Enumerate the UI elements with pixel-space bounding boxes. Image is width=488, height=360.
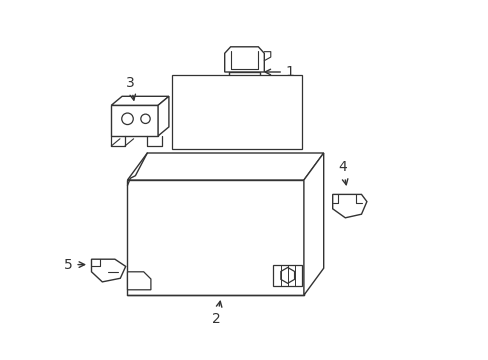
Polygon shape — [233, 126, 255, 144]
Text: 5: 5 — [63, 258, 84, 271]
Polygon shape — [224, 47, 264, 72]
Polygon shape — [111, 105, 158, 136]
Text: 2: 2 — [212, 301, 222, 325]
Polygon shape — [91, 259, 125, 282]
Circle shape — [122, 113, 133, 125]
Text: 4: 4 — [338, 161, 347, 185]
Polygon shape — [158, 96, 168, 136]
Circle shape — [141, 114, 150, 123]
Polygon shape — [127, 272, 151, 290]
Text: 1: 1 — [264, 65, 294, 79]
Polygon shape — [127, 153, 323, 180]
Text: 3: 3 — [126, 76, 135, 100]
Polygon shape — [111, 96, 168, 105]
Polygon shape — [332, 194, 366, 218]
Polygon shape — [229, 72, 259, 101]
Polygon shape — [172, 75, 302, 149]
Polygon shape — [273, 265, 302, 286]
Polygon shape — [303, 153, 323, 295]
Polygon shape — [127, 180, 303, 295]
Polygon shape — [236, 72, 252, 133]
Polygon shape — [280, 267, 294, 283]
Polygon shape — [235, 133, 253, 144]
